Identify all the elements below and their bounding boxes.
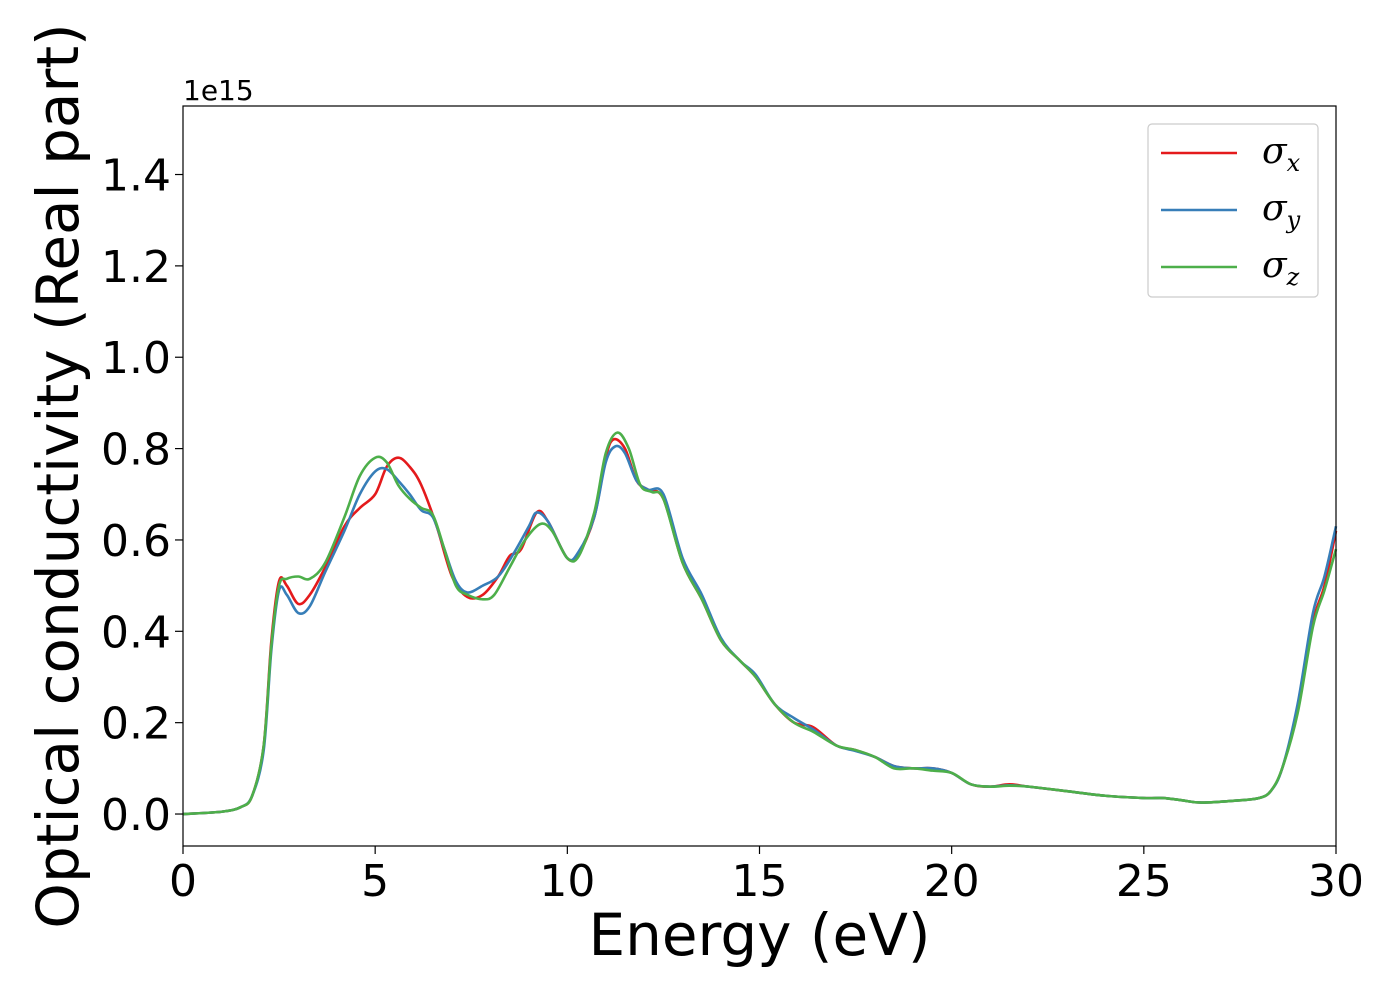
- x-tick-label: 0: [169, 856, 197, 907]
- y-tick-label: 0.2: [101, 699, 171, 750]
- y-tick-label: 0.8: [101, 425, 171, 476]
- legend-label-y: σy: [1262, 188, 1301, 234]
- x-tick-label: 10: [539, 856, 595, 907]
- legend-label-x: σx: [1262, 131, 1301, 177]
- series-line-x: [182, 437, 1338, 816]
- x-tick-label: 20: [924, 856, 980, 907]
- x-tick-label: 30: [1308, 856, 1364, 907]
- x-axis: 0 5 10 15 20 25 30: [169, 846, 1364, 907]
- y-axis: 0.0 0.2 0.4 0.6 0.8 1.0 1.2 1.4: [101, 151, 183, 841]
- x-tick-label: 25: [1116, 856, 1172, 907]
- plot-lines: [182, 431, 1338, 816]
- y-tick-label: 1.0: [101, 333, 171, 384]
- x-tick-label: 15: [732, 856, 788, 907]
- x-tick-label: 5: [361, 856, 389, 907]
- y-tick-label: 0.0: [101, 790, 171, 841]
- x-axis-title: Energy (eV): [588, 901, 930, 969]
- y-tick-label: 0.6: [101, 516, 171, 567]
- y-tick-label: 0.4: [101, 607, 171, 658]
- y-offset-label: 1e15: [183, 74, 254, 107]
- y-axis-title: Optical conductivity (Real part): [24, 23, 92, 928]
- y-tick-label: 1.4: [101, 151, 171, 202]
- y-tick-label: 1.2: [101, 242, 171, 293]
- series-line-y: [182, 444, 1338, 816]
- series-line-z: [182, 431, 1338, 816]
